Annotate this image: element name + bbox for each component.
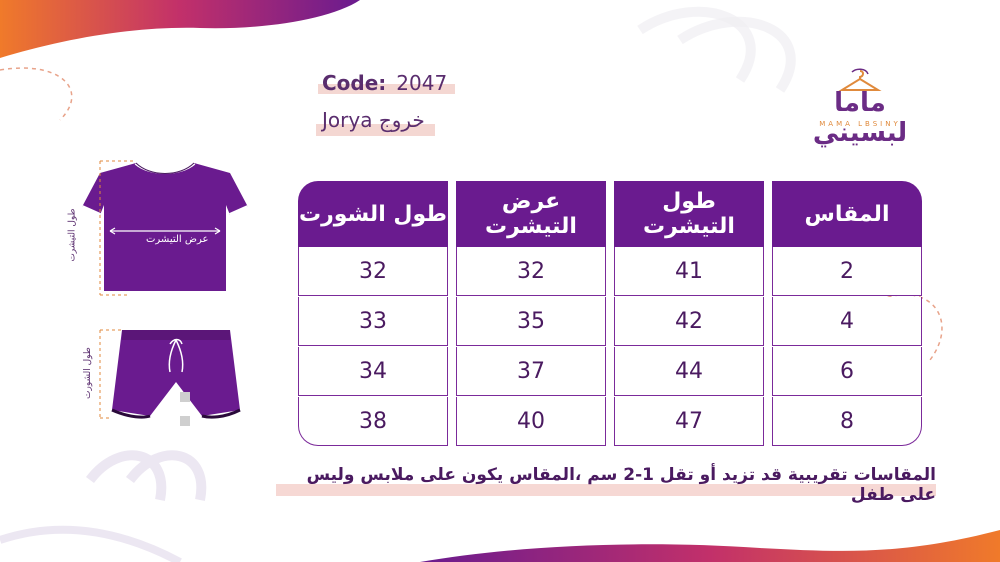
column-size: المقاس 2 4 6 8 [772, 181, 922, 446]
header-size: المقاس [772, 181, 922, 247]
product-name-text: Jorya خروج [322, 108, 425, 132]
tshirt-width-label: عرض التيشرت [146, 234, 209, 245]
table-cell: 47 [614, 397, 764, 446]
table-cell: 40 [456, 397, 606, 446]
logo-english: MAMA LBSINY [819, 120, 901, 128]
column-tshirt-length: طول التيشرت 41 42 44 47 [614, 181, 764, 446]
column-shorts-length: طول الشورت 32 33 34 38 [298, 181, 448, 446]
code-value: 2047 [396, 71, 448, 95]
table-cell: 42 [614, 297, 764, 346]
table-cell: 32 [456, 247, 606, 296]
table-cell: 34 [298, 347, 448, 396]
shorts-diagram [99, 329, 241, 426]
tshirt-diagram [81, 160, 249, 296]
table-cell: 2 [772, 247, 922, 296]
table-cell: 35 [456, 297, 606, 346]
hanger-icon [838, 68, 882, 91]
table-cell: 33 [298, 297, 448, 346]
table-cell: 37 [456, 347, 606, 396]
code-label: Code: [322, 71, 387, 95]
size-note-text: المقاسات تقريبية قد تزيد أو تقل 1-2 سم ،… [306, 465, 936, 505]
logo-arabic: ماما لبسيني [812, 88, 908, 148]
table-cell: 4 [772, 297, 922, 346]
product-code: Code: 2047 [318, 70, 456, 96]
table-cell: 44 [614, 347, 764, 396]
column-tshirt-width: عرض التيشرت 32 35 37 40 [456, 181, 606, 446]
size-note: المقاسات تقريبية قد تزيد أو تقل 1-2 سم ،… [276, 465, 936, 505]
brand-logo: ماما لبسيني MAMA LBSINY [800, 66, 920, 148]
header-shorts-length: طول الشورت [298, 181, 448, 247]
shorts-length-label: طول الشورت [82, 347, 93, 399]
table-cell: 6 [772, 347, 922, 396]
header-tshirt-length: طول التيشرت [614, 181, 764, 247]
header-tshirt-width: عرض التيشرت [456, 181, 606, 247]
table-cell: 32 [298, 247, 448, 296]
table-cell: 8 [772, 397, 922, 446]
product-name: Jorya خروج [316, 108, 435, 138]
size-table: طول الشورت 32 33 34 38 عرض التيشرت 32 35… [298, 181, 922, 446]
table-cell: 38 [298, 397, 448, 446]
tshirt-length-label: طول التيشرت [67, 208, 78, 262]
table-cell: 41 [614, 247, 764, 296]
